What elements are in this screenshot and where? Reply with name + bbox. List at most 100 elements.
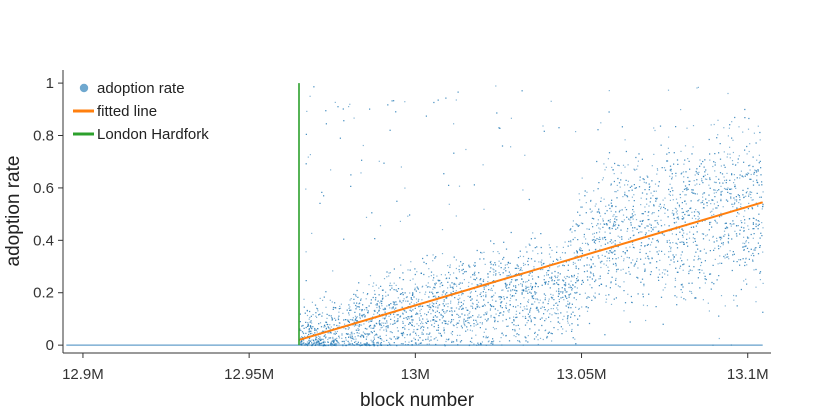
scatter-point (447, 287, 449, 289)
scatter-point (627, 164, 629, 166)
scatter-point (648, 293, 650, 295)
scatter-point (650, 230, 652, 232)
scatter-point (404, 341, 406, 343)
scatter-point (334, 302, 336, 304)
scatter-point (458, 320, 460, 322)
scatter-point (493, 305, 495, 308)
scatter-point (461, 269, 463, 271)
scatter-point (685, 210, 687, 212)
scatter-point (650, 192, 652, 194)
scatter-point (432, 254, 434, 256)
scatter-point (750, 254, 752, 256)
scatter-point (719, 262, 721, 264)
scatter-point (337, 318, 340, 321)
scatter-point (626, 196, 629, 198)
scatter-point (586, 310, 589, 312)
scatter-point (702, 182, 704, 184)
scatter-point (505, 286, 507, 288)
scatter-point (417, 339, 419, 341)
scatter-point (577, 276, 579, 278)
scatter-point (489, 271, 491, 273)
scatter-point (744, 264, 746, 267)
scatter-point (490, 260, 492, 263)
scatter-point (697, 259, 699, 261)
scatter-point (572, 337, 574, 339)
scatter-point (701, 233, 703, 235)
scatter-point (633, 247, 635, 249)
scatter-point (448, 203, 450, 205)
scatter-point (308, 342, 310, 344)
scatter-point (430, 336, 432, 338)
scatter-point (446, 310, 448, 312)
scatter-point (557, 317, 559, 319)
scatter-point (403, 326, 405, 328)
scatter-point (467, 314, 469, 316)
scatter-point (522, 289, 524, 291)
scatter-point (388, 305, 390, 307)
scatter-point (697, 269, 699, 271)
scatter-point (379, 307, 381, 309)
scatter-point (364, 327, 366, 330)
scatter-point (411, 324, 413, 327)
scatter-point (634, 263, 636, 266)
scatter-point (718, 275, 720, 277)
scatter-point (461, 292, 463, 294)
scatter-point (492, 326, 494, 329)
scatter-point (680, 254, 682, 256)
scatter-point (547, 270, 549, 272)
scatter-point (730, 193, 732, 195)
scatter-point (757, 228, 759, 230)
scatter-point (390, 338, 392, 340)
scatter-point (526, 286, 528, 288)
scatter-point (503, 241, 505, 243)
scatter-point (586, 270, 588, 272)
scatter-point (519, 250, 521, 252)
scatter-point (443, 327, 445, 329)
scatter-point (626, 216, 628, 218)
scatter-point (759, 196, 761, 198)
scatter-point (587, 307, 589, 309)
scatter-point (417, 288, 419, 290)
scatter-point (541, 264, 543, 266)
scatter-point (669, 264, 671, 266)
scatter-point (592, 263, 594, 265)
scatter-point (594, 205, 596, 207)
scatter-point (618, 182, 621, 184)
scatter-point (537, 309, 539, 311)
scatter-point (627, 293, 629, 295)
scatter-point (444, 322, 446, 325)
scatter-point (645, 182, 647, 184)
scatter-point (429, 306, 432, 308)
scatter-point (644, 234, 647, 236)
scatter-point (749, 164, 751, 166)
scatter-point (571, 328, 573, 331)
scatter-point (548, 244, 550, 246)
scatter-point (692, 146, 694, 148)
scatter-point (521, 292, 523, 294)
scatter-point (548, 331, 550, 333)
scatter-point (624, 206, 626, 209)
scatter-point (372, 285, 374, 287)
scatter-point (371, 320, 373, 322)
scatter-point (675, 175, 677, 177)
scatter-point (493, 271, 495, 273)
scatter-point (716, 237, 718, 239)
scatter-point (650, 197, 652, 199)
scatter-point (747, 128, 750, 130)
scatter-point (552, 294, 554, 296)
scatter-point (646, 225, 648, 227)
scatter-point (754, 169, 756, 171)
scatter-point (578, 268, 580, 270)
scatter-point (580, 250, 582, 252)
scatter-point (694, 255, 696, 257)
scatter-point (401, 306, 403, 308)
scatter-point (506, 284, 508, 286)
scatter-point (682, 269, 684, 271)
scatter-point (479, 316, 481, 318)
scatter-point (544, 294, 547, 296)
scatter-point (632, 209, 634, 211)
scatter-point (698, 171, 700, 173)
scatter-point (704, 171, 706, 173)
scatter-point (547, 303, 549, 305)
scatter-point (379, 320, 381, 322)
